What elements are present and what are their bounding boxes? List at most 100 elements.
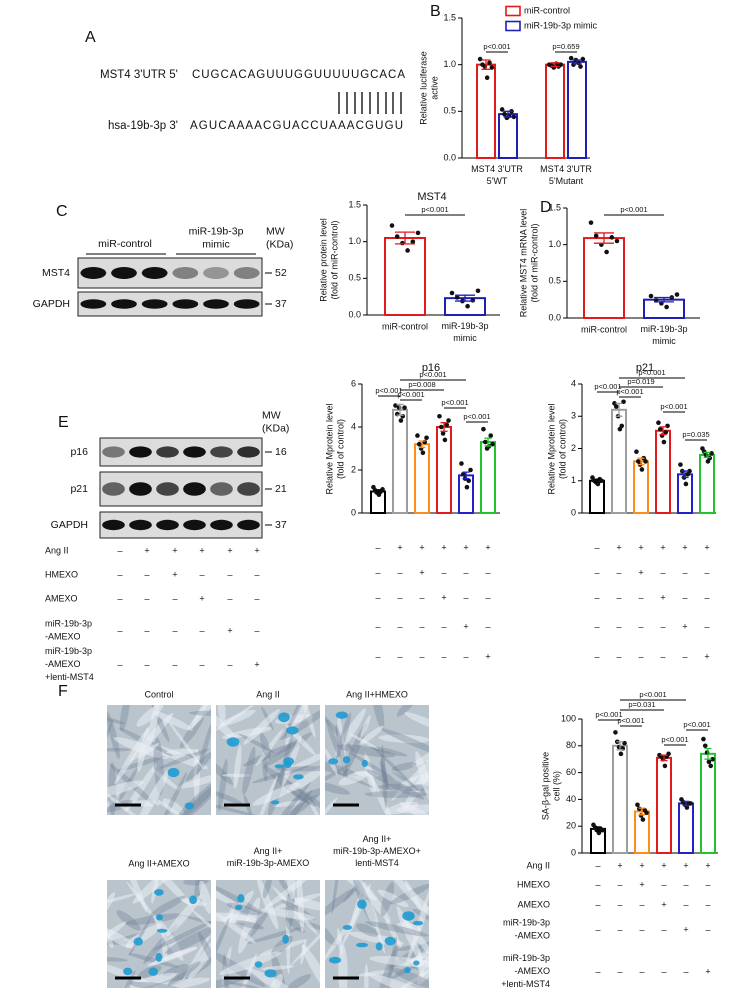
treatment-sign: – <box>682 567 687 577</box>
stained-cell <box>412 920 424 926</box>
cell <box>216 790 244 805</box>
treatment-sign: – <box>639 924 644 934</box>
text-line: 5'Mutant <box>549 176 584 186</box>
treatment-sign: – <box>485 621 490 631</box>
treatment-label: AMEXO <box>517 899 550 909</box>
data-point <box>639 467 645 472</box>
treatment-sign: + <box>705 966 710 976</box>
cell <box>255 728 284 766</box>
text-line: Relative MST4 mRNA level <box>519 209 529 318</box>
x-tick-label: MST4 3'UTR 5'WT <box>471 164 523 186</box>
blot-band <box>203 299 229 309</box>
cell <box>189 710 211 716</box>
blot-band <box>102 482 125 496</box>
treatment-sign: + <box>254 545 259 555</box>
cell <box>198 932 211 972</box>
data-point <box>609 235 615 240</box>
cell <box>235 920 264 930</box>
treatment-sign: + <box>397 542 402 552</box>
cell <box>158 772 188 815</box>
stained-cell <box>274 764 285 769</box>
blot-band <box>210 482 233 496</box>
text-line: MST4 3'UTR <box>540 164 592 174</box>
blot-group-label: miR-19b-3p mimic <box>189 225 244 250</box>
micrograph-title: Ang II+ miR-19b-3p-AMEXO+ lenti-MST4 <box>333 834 421 868</box>
blot-band <box>141 267 168 279</box>
x-tick-label: miR-control <box>382 321 428 331</box>
data-point <box>604 249 609 255</box>
y-axis-label: SA-β-gal positivecell (%) <box>541 752 562 820</box>
error-bar <box>418 440 426 449</box>
bar <box>384 237 426 316</box>
data-point <box>394 234 400 239</box>
comparison-label: p=0.008 <box>408 380 435 389</box>
treatment-sign: – <box>485 567 490 577</box>
blot-band <box>172 299 199 309</box>
text-line: mimic <box>453 333 477 343</box>
error-bar <box>396 403 404 416</box>
text-line: miR-19b-3p-AMEXO <box>227 858 310 868</box>
treatment-sign: – <box>463 651 468 661</box>
blot-band <box>129 446 152 458</box>
treatment-sign: + <box>199 593 204 603</box>
blot-band <box>233 299 260 309</box>
treatment-sign: + <box>172 545 177 555</box>
treatment-sign: – <box>199 659 204 669</box>
stained-cell <box>237 894 245 903</box>
stained-cell <box>270 800 280 805</box>
y-tick-label: 1.0 <box>548 239 561 249</box>
treatment-label: miR-19b-3p -AMEXO +lenti-MST4 <box>501 953 550 989</box>
cell <box>243 709 280 745</box>
data-point <box>475 288 481 294</box>
treatment-sign: + <box>661 899 666 909</box>
micrograph <box>216 880 320 988</box>
treatment-sign: – <box>594 592 599 602</box>
micrograph-title: Ang II+AMEXO <box>128 858 189 868</box>
text-line: Relative luciferase <box>419 51 429 125</box>
x-tick-label: miR-19b-3p mimic <box>441 321 488 343</box>
bar <box>700 752 716 855</box>
data-point <box>640 817 646 822</box>
cell <box>164 923 211 955</box>
cell <box>325 923 350 962</box>
treatment-sign: – <box>441 651 446 661</box>
treatment-sign: – <box>638 592 643 602</box>
error-bar <box>593 478 601 484</box>
treatment-sign: – <box>144 659 149 669</box>
text-line: (fold of miR-control) <box>330 220 340 299</box>
treatment-sign: – <box>617 899 622 909</box>
blot-band <box>80 299 107 309</box>
blot-band <box>183 519 206 531</box>
data-point <box>460 472 466 477</box>
cell <box>188 933 211 980</box>
data-point <box>635 802 640 808</box>
cell <box>286 911 291 975</box>
stained-cell <box>328 758 339 765</box>
cell <box>162 798 184 815</box>
cell <box>259 939 308 956</box>
treatment-sign: + <box>683 860 688 870</box>
text-line: miR-19b-3p <box>640 324 687 334</box>
stained-cell <box>413 960 420 966</box>
data-point <box>664 304 669 310</box>
cell <box>412 908 429 924</box>
treatment-sign: + <box>704 651 709 661</box>
treatment-sign: – <box>638 621 643 631</box>
treatment-sign: – <box>463 592 468 602</box>
error-bar <box>550 62 560 68</box>
cell <box>216 976 246 988</box>
cell <box>238 897 261 954</box>
mw-header: MW (KDa) <box>262 409 289 434</box>
cell <box>325 763 351 786</box>
treatment-sign: – <box>117 593 122 603</box>
treatment-sign: – <box>704 567 709 577</box>
error-bar <box>594 232 614 244</box>
bar <box>498 113 518 159</box>
cell <box>158 748 210 769</box>
cell <box>107 747 131 752</box>
cell <box>107 711 120 759</box>
data-point <box>389 223 395 228</box>
cell <box>377 783 429 791</box>
y-tick-label: 80 <box>566 740 576 750</box>
